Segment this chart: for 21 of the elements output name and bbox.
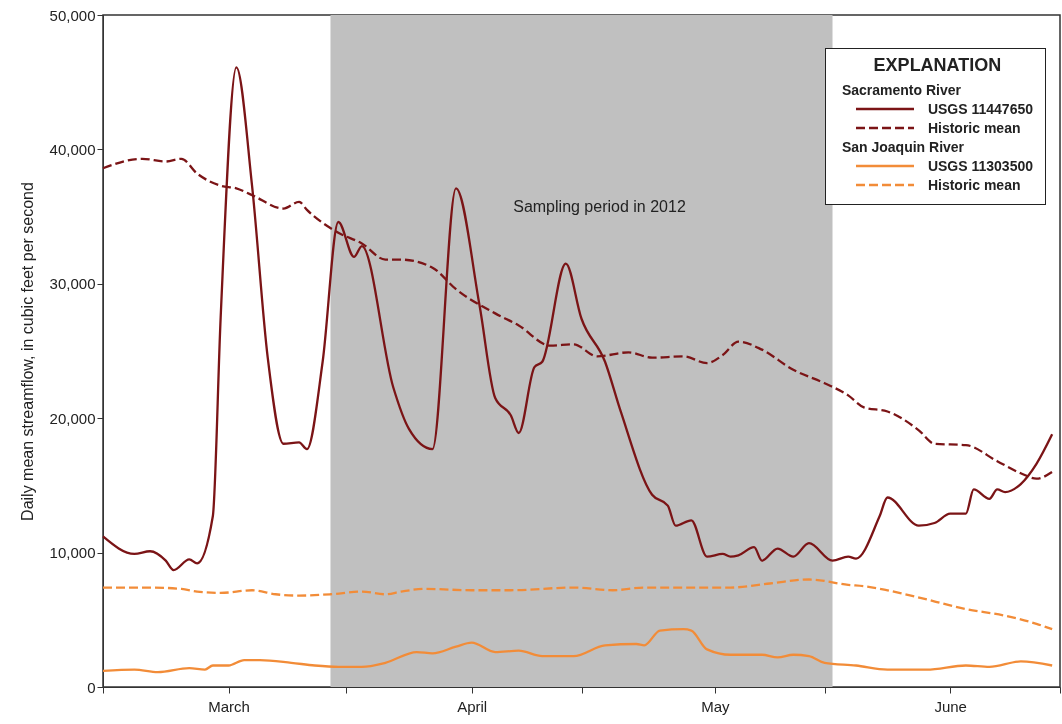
x-tick-label: March xyxy=(208,697,250,715)
legend-label: Historic mean xyxy=(927,120,1021,136)
line-series xyxy=(101,628,1054,674)
y-tick-label: 0 xyxy=(87,678,96,696)
legend-label: USGS 11303500 xyxy=(927,158,1033,174)
line-series xyxy=(101,578,1054,631)
y-tick-label: 50,000 xyxy=(49,6,96,24)
y-axis-title: Daily mean streamflow, in cubic feet per second xyxy=(18,182,36,521)
legend-title: EXPLANATION xyxy=(872,55,1003,76)
annotation: San Joaquin River xyxy=(841,139,966,155)
x-tick-label: June xyxy=(934,697,967,715)
annotation: Sacramento River xyxy=(841,82,962,98)
y-tick-label: 20,000 xyxy=(49,409,96,427)
band-label: Sampling period in 2012 xyxy=(513,197,686,215)
y-tick-label: 10,000 xyxy=(49,544,96,562)
y-tick-label: 40,000 xyxy=(49,140,96,158)
x-tick-label: April xyxy=(457,697,488,715)
legend-label: Historic mean xyxy=(927,177,1021,193)
y-tick-label: 30,000 xyxy=(49,275,96,293)
x-tick-label: May xyxy=(701,697,731,715)
legend-label: USGS 11447650 xyxy=(927,101,1033,117)
